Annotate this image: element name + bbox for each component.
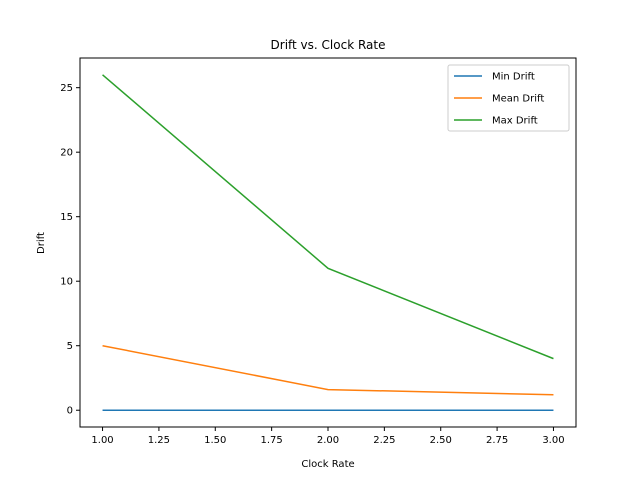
y-tick-label: 15 [60, 212, 73, 223]
legend-item: Max Drift [454, 116, 538, 127]
y-tick-label: 0 [67, 406, 73, 417]
legend-label: Max Drift [492, 116, 538, 127]
x-axis: 1.00 1.25 1.50 1.75 2.00 2.25 2.50 2.75 3.00 [91, 427, 565, 446]
x-tick-label: 1.75 [261, 435, 283, 446]
y-tick-label: 25 [60, 83, 73, 94]
x-tick-label: 1.50 [204, 435, 226, 446]
x-tick-label: 1.00 [91, 435, 113, 446]
legend-box [447, 64, 570, 132]
x-axis-label: Clock Rate [301, 459, 354, 470]
y-tick-label: 5 [67, 341, 73, 352]
plot-lines [102, 74, 554, 411]
legend-item: Mean Drift [454, 94, 544, 105]
y-axis-label: Drift [36, 232, 47, 254]
chart-title: Drift vs. Clock Rate [271, 38, 386, 52]
x-tick-label: 1.25 [148, 435, 170, 446]
x-tick-label: 2.50 [430, 435, 452, 446]
y-axis: 0 5 10 15 20 25 [60, 83, 80, 417]
y-tick-label: 10 [60, 277, 73, 288]
x-tick-label: 2.00 [317, 435, 339, 446]
series-line-max-drift [102, 74, 554, 360]
x-tick-label: 3.00 [542, 435, 564, 446]
legend: Min Drift Mean Drift Max Drift [447, 64, 570, 132]
y-tick-label: 20 [60, 148, 73, 159]
legend-label: Mean Drift [492, 94, 544, 105]
x-tick-label: 2.75 [486, 435, 508, 446]
legend-item: Min Drift [454, 72, 535, 83]
series-line-mean-drift [102, 344, 554, 396]
x-tick-label: 2.25 [373, 435, 395, 446]
legend-label: Min Drift [492, 72, 535, 83]
